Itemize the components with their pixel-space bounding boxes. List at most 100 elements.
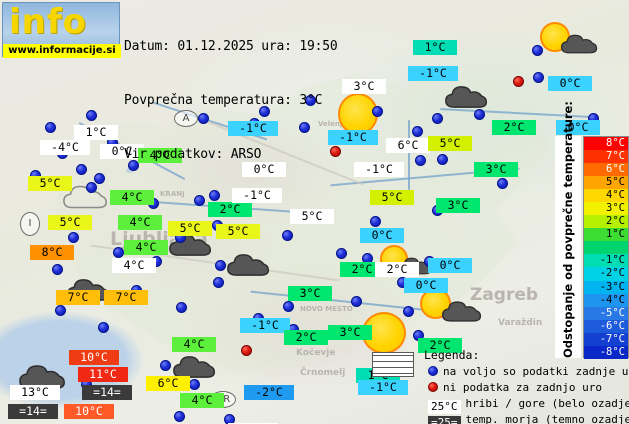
temperature-label: 4°C (138, 148, 182, 163)
station-dot[interactable] (412, 126, 423, 137)
station-dot[interactable] (189, 379, 200, 390)
station-dot[interactable] (533, 72, 544, 83)
station-dot[interactable] (299, 122, 310, 133)
station-dot[interactable] (198, 113, 209, 124)
station-dot[interactable] (437, 154, 448, 165)
legend: Legenda: na voljo so podatki zadnje ure n… (424, 348, 629, 424)
temperature-label: 8°C (30, 245, 74, 260)
legend-blue-dot-icon (428, 366, 438, 376)
scale-title-text: Odstopanje od povprečne temperature: (561, 101, 575, 358)
station-dot[interactable] (98, 322, 109, 333)
site-logo[interactable]: info www.informacije.si (2, 2, 121, 58)
sun-behind-cloud-icon (540, 22, 598, 58)
legend-white-swatch: 25°C (428, 400, 461, 414)
station-dot[interactable] (474, 109, 485, 120)
temperature-label: 0°C (242, 162, 286, 177)
station-dot[interactable] (432, 113, 443, 124)
station-dot[interactable] (113, 247, 124, 258)
station-dot[interactable] (336, 248, 347, 259)
temperature-label: 2°C (340, 262, 384, 277)
scale-row: 5°C (584, 176, 628, 190)
station-dot[interactable] (76, 164, 87, 175)
station-dot[interactable] (174, 411, 185, 422)
place-label: Kočevje (296, 348, 336, 358)
station-dot[interactable] (128, 160, 139, 171)
temperature-label: 6°C (146, 376, 190, 391)
station-dot-nodata[interactable] (330, 146, 341, 157)
station-dot-nodata[interactable] (513, 76, 524, 87)
scale-row: -7°C (584, 332, 628, 346)
station-dot[interactable] (532, 45, 543, 56)
station-dot[interactable] (160, 360, 171, 371)
station-dot[interactable] (194, 195, 205, 206)
station-dot[interactable] (259, 106, 270, 117)
station-dot[interactable] (370, 216, 381, 227)
country-marker: A (174, 110, 198, 127)
legend-title: Legenda: (424, 348, 480, 362)
station-dot[interactable] (215, 260, 226, 271)
station-dot[interactable] (55, 305, 66, 316)
temperature-label: 10°C (64, 404, 114, 419)
scale-title: Odstopanje od povprečne temperature: (555, 101, 581, 358)
station-dot[interactable] (209, 190, 220, 201)
legend-item: =25= temp. morja (temno ozadje) (428, 412, 629, 424)
cloud-dark-icon (172, 352, 216, 382)
scale-row: 7°C (584, 150, 628, 164)
station-dot[interactable] (372, 106, 383, 117)
lake-bled (126, 168, 134, 173)
sun-icon (540, 22, 570, 52)
station-dot[interactable] (351, 296, 362, 307)
station-dot[interactable] (497, 178, 508, 189)
station-dot[interactable] (94, 173, 105, 184)
temperature-label: 3°C (474, 162, 518, 177)
temperature-label: 4°C (124, 240, 168, 255)
header-info: Datum: 01.12.2025 ura: 19:50 Povprečna t… (124, 2, 338, 200)
temperature-label: 4°C (110, 190, 154, 205)
scale-row: 2°C (584, 215, 628, 229)
station-dot[interactable] (52, 264, 63, 275)
temperature-label: 3°C (288, 286, 332, 301)
temperature-label: -1°C (228, 121, 278, 136)
station-dot[interactable] (176, 302, 187, 313)
legend-item: na voljo so podatki zadnje ure (428, 364, 629, 379)
station-dot[interactable] (282, 230, 293, 241)
temperature-label: 3°C (342, 79, 386, 94)
legend-item-text: hribi / gore (belo ozadje) (465, 397, 629, 410)
temperature-label: 0°C (548, 76, 592, 91)
temperature-label: =14= (8, 404, 58, 419)
station-dot[interactable] (45, 122, 56, 133)
temperature-deviation-scale: Odstopanje od povprečne temperature: 8°C… (555, 101, 629, 359)
cloud-dark-icon (441, 298, 482, 325)
station-dot[interactable] (305, 95, 316, 106)
header-date-line: Datum: 01.12.2025 ura: 19:50 (124, 39, 338, 54)
legend-item: 25°C hribi / gore (belo ozadje) (428, 396, 629, 414)
scale-row: 6°C (584, 163, 628, 177)
temperature-label: -1°C (408, 66, 458, 81)
scale-color-bar: 8°C 7°C 6°C 5°C 4°C 3°C 2°C 1°C -1°C -2°C -3°C -4°C… (583, 136, 629, 359)
temperature-label: 0°C (100, 144, 144, 159)
cloud-dark-icon (226, 250, 270, 280)
station-dot[interactable] (213, 277, 224, 288)
station-dot[interactable] (224, 414, 235, 424)
legend-item-text: temp. morja (temno ozadje) (465, 413, 629, 424)
scale-row (584, 241, 628, 255)
temperature-label: 1°C (74, 125, 118, 140)
station-dot[interactable] (86, 182, 97, 193)
place-label: Velenje (318, 120, 348, 128)
station-dot[interactable] (283, 301, 294, 312)
station-dot[interactable] (68, 232, 79, 243)
temperature-label: =14= (82, 385, 132, 400)
legend-item: ni podatka za zadnjo uro (428, 380, 602, 395)
legend-item-text: ni podatka za zadnjo uro (443, 381, 602, 394)
temperature-label: 4°C (172, 337, 216, 352)
station-dot[interactable] (415, 155, 426, 166)
station-dot[interactable] (403, 306, 414, 317)
station-dot-nodata[interactable] (241, 345, 252, 356)
temperature-label: 5°C (428, 136, 472, 151)
scale-row: -2°C (584, 267, 628, 281)
temperature-label: 2°C (375, 262, 419, 277)
temperature-label: 7°C (56, 290, 100, 305)
station-dot[interactable] (86, 110, 97, 121)
scale-row: 4°C (584, 189, 628, 203)
